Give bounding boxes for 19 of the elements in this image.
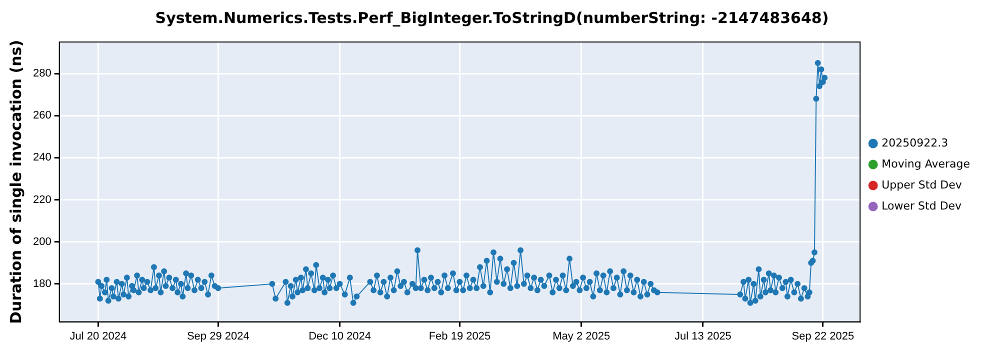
y-tick-label: 200 xyxy=(32,236,52,248)
y-tick-label: 240 xyxy=(32,152,52,164)
y-tick-label: 220 xyxy=(32,194,52,206)
x-tick-label: Jul 20 2024 xyxy=(70,330,127,342)
legend-label: Upper Std Dev xyxy=(882,178,962,192)
legend-label: Lower Std Dev xyxy=(882,199,962,212)
legend-label: Moving Average xyxy=(882,157,970,170)
y-tick-label: 280 xyxy=(32,68,52,80)
x-tick-label: May 2 2025 xyxy=(552,330,610,342)
y-axis-title: Duration of single invocation (ns) xyxy=(6,40,25,324)
y-tick-label: 180 xyxy=(32,278,52,290)
x-tick-label: Sep 22 2025 xyxy=(792,330,854,342)
x-tick-label: Dec 10 2024 xyxy=(308,330,371,342)
x-tick-label: Jul 13 2025 xyxy=(674,330,732,342)
chart-title: System.Numerics.Tests.Perf_BigInteger.ToStringD(numberString: -2147483648) xyxy=(155,8,829,27)
legend-label: 20250922.3 xyxy=(882,136,948,150)
x-tick-label: Feb 19 2025 xyxy=(428,330,491,342)
x-tick-label: Sep 29 2024 xyxy=(186,330,250,342)
y-tick-label: 260 xyxy=(32,110,52,122)
